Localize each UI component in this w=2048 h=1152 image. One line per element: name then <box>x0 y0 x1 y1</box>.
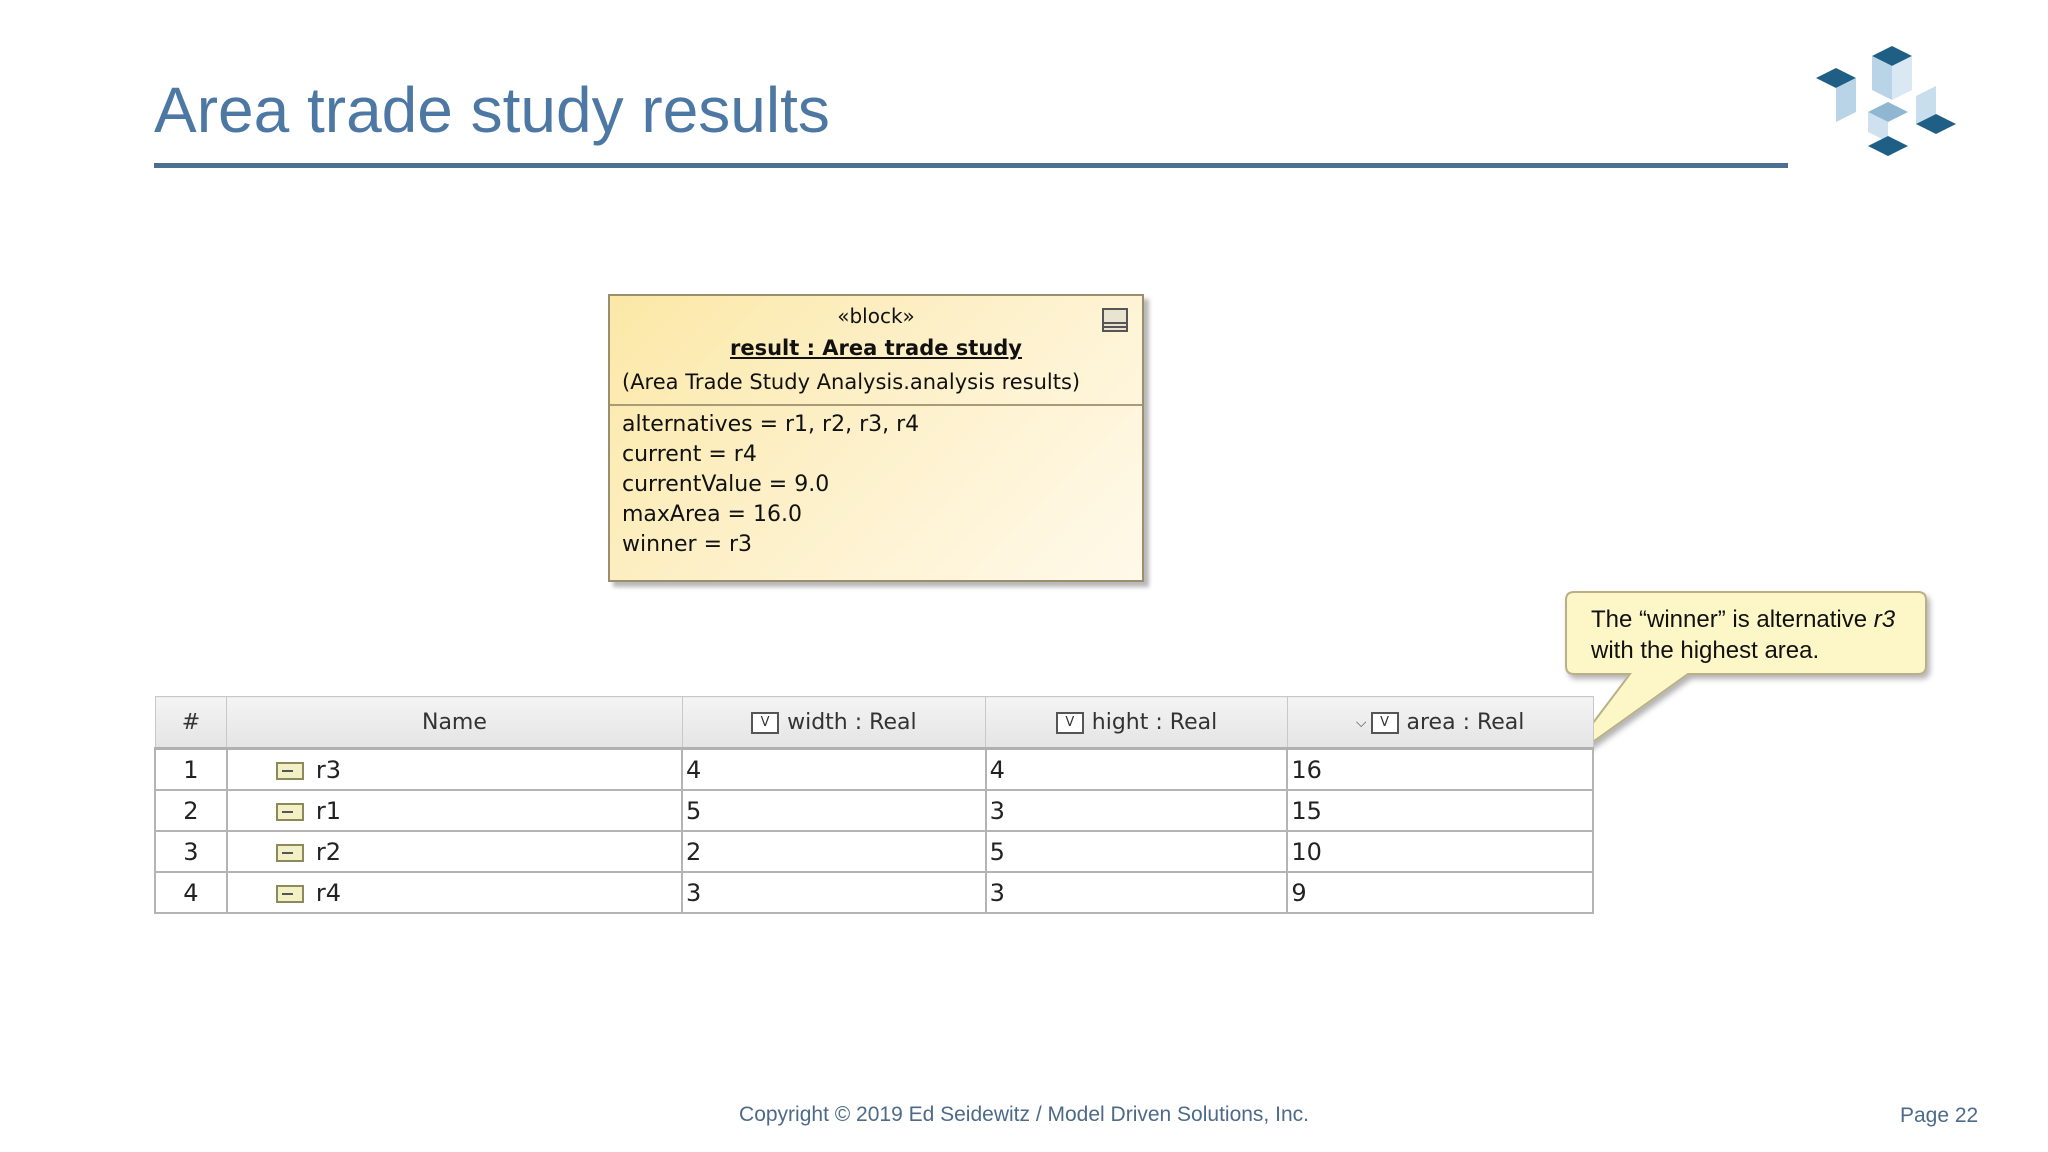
table-row[interactable]: 2 r1 5 3 15 <box>154 789 1594 832</box>
row-hight[interactable]: 3 <box>984 871 1289 914</box>
row-name-cell[interactable]: r1 <box>225 789 684 832</box>
company-logo-icon <box>1816 46 1956 156</box>
table-row[interactable]: 1 r3 4 4 16 <box>154 747 1594 791</box>
block-compartment-icon <box>1102 308 1128 332</box>
row-name-cell[interactable]: r2 <box>225 830 684 873</box>
row-index: 3 <box>154 830 228 873</box>
callout-bubble <box>1561 591 1927 765</box>
callout-text: The “winner” is alternative r3 with the … <box>1591 604 1911 666</box>
value-property-icon: V <box>1055 711 1084 734</box>
row-index: 1 <box>154 747 228 791</box>
instance-icon <box>275 884 304 903</box>
row-name: r1 <box>315 796 342 825</box>
instance-icon <box>275 843 304 862</box>
row-area[interactable]: 9 <box>1286 871 1594 914</box>
row-name: r3 <box>315 755 342 784</box>
row-width[interactable]: 4 <box>681 747 987 791</box>
slide-title: Area trade study results <box>154 74 830 146</box>
column-header-area-label: area : Real <box>1406 709 1525 735</box>
table-row[interactable]: 4 r4 3 3 9 <box>154 871 1594 914</box>
column-header-index[interactable]: # <box>154 696 228 750</box>
attribute-current: current = r4 <box>622 442 757 467</box>
block-classifier: (Area Trade Study Analysis.analysis resu… <box>622 370 1081 394</box>
row-name: r2 <box>315 837 342 866</box>
block-attributes: alternatives = r1, r2, r3, r4 current = … <box>610 406 1142 564</box>
title-underline <box>154 163 1788 168</box>
row-area[interactable]: 10 <box>1286 830 1594 873</box>
table-row[interactable]: 3 r2 2 5 10 <box>154 830 1594 873</box>
row-area[interactable]: 15 <box>1286 789 1594 832</box>
attribute-max-area: maxArea = 16.0 <box>622 502 802 527</box>
row-area[interactable]: 16 <box>1286 747 1594 791</box>
row-width[interactable]: 5 <box>681 789 987 832</box>
attribute-winner: winner = r3 <box>622 532 753 557</box>
instance-icon <box>275 761 304 780</box>
row-index: 2 <box>154 789 228 832</box>
column-header-width-label: width : Real <box>787 709 917 735</box>
block-instance-name: result : Area trade study <box>729 336 1022 360</box>
column-header-name[interactable]: Name <box>226 696 683 750</box>
row-name: r4 <box>315 878 342 907</box>
row-width[interactable]: 3 <box>681 871 987 914</box>
block-stereotype: «block» <box>837 304 915 328</box>
row-hight[interactable]: 4 <box>984 747 1289 791</box>
row-hight[interactable]: 3 <box>984 789 1289 832</box>
attribute-alternatives: alternatives = r1, r2, r3, r4 <box>622 412 920 437</box>
callout-text-suffix: with the highest area. <box>1591 637 1820 664</box>
row-width[interactable]: 2 <box>681 830 987 873</box>
value-property-icon: V <box>751 711 780 734</box>
row-name-cell[interactable]: r4 <box>225 871 684 914</box>
footer-copyright: Copyright © 2019 Ed Seidewitz / Model Dr… <box>739 1103 1309 1126</box>
value-property-icon: V <box>1370 711 1399 734</box>
callout-text-prefix: The “winner” is alternative <box>1591 606 1868 633</box>
column-header-hight-label: hight : Real <box>1091 709 1218 735</box>
row-name-cell[interactable]: r3 <box>225 747 684 791</box>
block-header: «block» result : Area trade study (Area … <box>610 296 1142 406</box>
instance-icon <box>275 802 304 821</box>
row-hight[interactable]: 5 <box>984 830 1289 873</box>
sort-descending-icon: ⌵ <box>1355 714 1367 731</box>
callout-text-italic: r3 <box>1873 606 1896 633</box>
block-instance[interactable]: «block» result : Area trade study (Area … <box>608 294 1144 582</box>
row-index: 4 <box>154 871 228 914</box>
page-number: Page 22 <box>1900 1104 1979 1127</box>
attribute-current-value: currentValue = 9.0 <box>622 472 830 497</box>
